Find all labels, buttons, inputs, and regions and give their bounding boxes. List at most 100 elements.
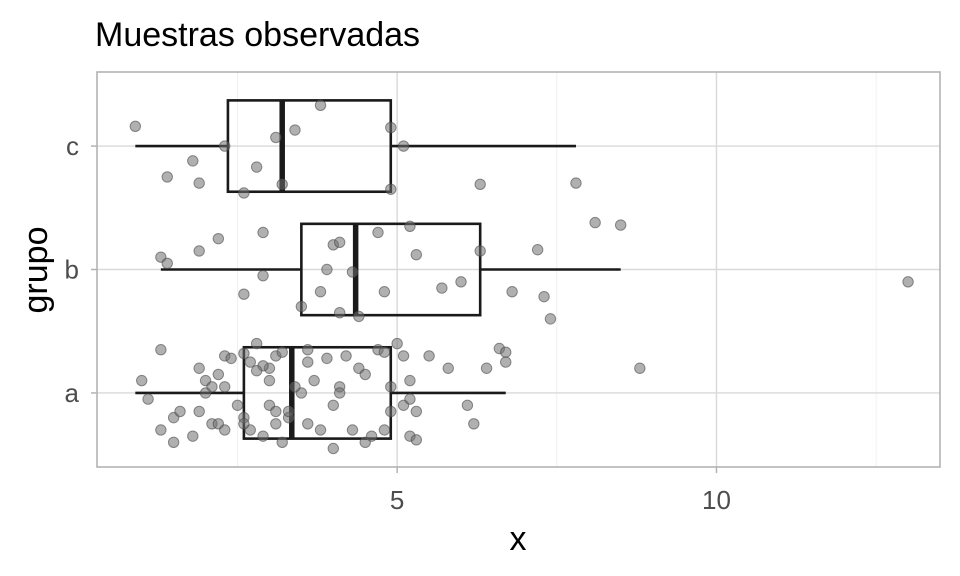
- data-point-a: [410, 434, 423, 446]
- data-point-a: [270, 405, 282, 418]
- x-tick-label: 5: [390, 485, 404, 515]
- data-point-a: [142, 393, 154, 405]
- data-point-a: [404, 374, 416, 387]
- data-point-a: [385, 381, 397, 393]
- data-point-b: [346, 266, 359, 278]
- data-point-b: [589, 216, 601, 229]
- data-point-a: [461, 399, 474, 411]
- data-point-b: [333, 307, 346, 319]
- data-point-a: [359, 436, 371, 449]
- data-point-c: [193, 177, 205, 189]
- data-point-a: [187, 430, 199, 442]
- y-tick-label: c: [66, 131, 79, 161]
- data-point-b: [321, 263, 333, 276]
- data-point-c: [270, 131, 282, 144]
- data-point-a: [155, 344, 167, 356]
- data-point-b: [212, 232, 225, 245]
- data-point-a: [289, 381, 301, 393]
- y-axis-title: grupo: [17, 227, 55, 314]
- data-point-a: [314, 424, 327, 436]
- data-point-b: [295, 300, 308, 313]
- data-point-a: [423, 350, 435, 362]
- data-point-b: [238, 288, 250, 300]
- data-point-c: [474, 178, 486, 191]
- data-point-a: [480, 362, 493, 374]
- data-point-b: [506, 286, 518, 298]
- data-point-a: [219, 424, 231, 436]
- data-point-a: [282, 405, 295, 418]
- data-point-a: [634, 362, 646, 374]
- data-point-a: [391, 337, 403, 350]
- data-point-b: [353, 310, 365, 323]
- data-point-a: [302, 418, 314, 430]
- boxplot-group: [135, 99, 621, 440]
- y-tick-label: b: [65, 255, 79, 285]
- data-point-a: [321, 352, 333, 365]
- data-point-a: [500, 346, 512, 358]
- data-point-c: [250, 161, 263, 173]
- data-point-c: [276, 178, 288, 191]
- data-point-a: [410, 405, 423, 418]
- data-point-c: [219, 140, 231, 152]
- data-point-a: [244, 356, 256, 368]
- data-point-a: [270, 418, 282, 430]
- x-tick-label: 10: [702, 485, 731, 515]
- iqr-box: [300, 222, 482, 317]
- data-point-b: [257, 269, 269, 282]
- data-point-b: [544, 313, 557, 325]
- data-point-a: [442, 362, 454, 374]
- data-point-a: [193, 362, 205, 374]
- data-point-a: [250, 337, 263, 350]
- x-axis-title: x: [510, 520, 527, 558]
- data-point-c: [289, 124, 301, 136]
- data-point-b: [314, 286, 327, 298]
- data-point-c: [187, 155, 199, 167]
- data-point-c: [570, 177, 582, 189]
- data-point-b: [902, 276, 914, 288]
- data-point-a: [404, 393, 416, 405]
- data-point-a: [378, 346, 391, 358]
- data-point-a: [333, 387, 346, 399]
- data-point-a: [359, 368, 371, 381]
- data-point-b: [436, 282, 448, 294]
- data-point-b: [410, 248, 423, 261]
- data-point-c: [238, 187, 250, 199]
- y-tick-label: a: [65, 378, 80, 408]
- data-point-b: [378, 286, 391, 298]
- y-axis-ticks: a b c: [65, 131, 97, 408]
- data-point-b: [538, 290, 550, 303]
- data-point-b: [614, 219, 627, 231]
- data-point-a: [385, 405, 397, 418]
- data-point-c: [385, 183, 397, 195]
- data-point-c: [314, 99, 327, 112]
- data-point-a: [167, 436, 180, 449]
- data-point-b: [455, 276, 467, 288]
- data-point-b: [257, 226, 269, 239]
- data-point-c: [161, 171, 173, 183]
- data-point-a: [257, 430, 269, 442]
- data-point-a: [468, 418, 480, 430]
- data-point-a: [276, 436, 288, 449]
- data-point-a: [397, 350, 410, 362]
- data-point-b: [372, 226, 384, 239]
- data-point-a: [174, 405, 186, 418]
- jitter-points: [129, 99, 914, 455]
- data-point-a: [238, 418, 250, 430]
- data-point-a: [327, 442, 339, 455]
- data-point-a: [308, 374, 320, 387]
- data-point-a: [302, 356, 314, 368]
- iqr-box: [242, 345, 393, 440]
- data-point-a: [346, 424, 359, 436]
- data-point-b: [531, 244, 544, 256]
- data-point-a: [238, 347, 250, 360]
- data-point-b: [161, 257, 173, 270]
- data-point-a: [500, 356, 512, 368]
- data-point-a: [231, 399, 244, 411]
- data-point-a: [276, 346, 288, 358]
- data-point-a: [219, 381, 231, 393]
- data-point-a: [378, 424, 391, 436]
- data-point-b: [404, 220, 416, 232]
- data-point-c: [385, 121, 397, 134]
